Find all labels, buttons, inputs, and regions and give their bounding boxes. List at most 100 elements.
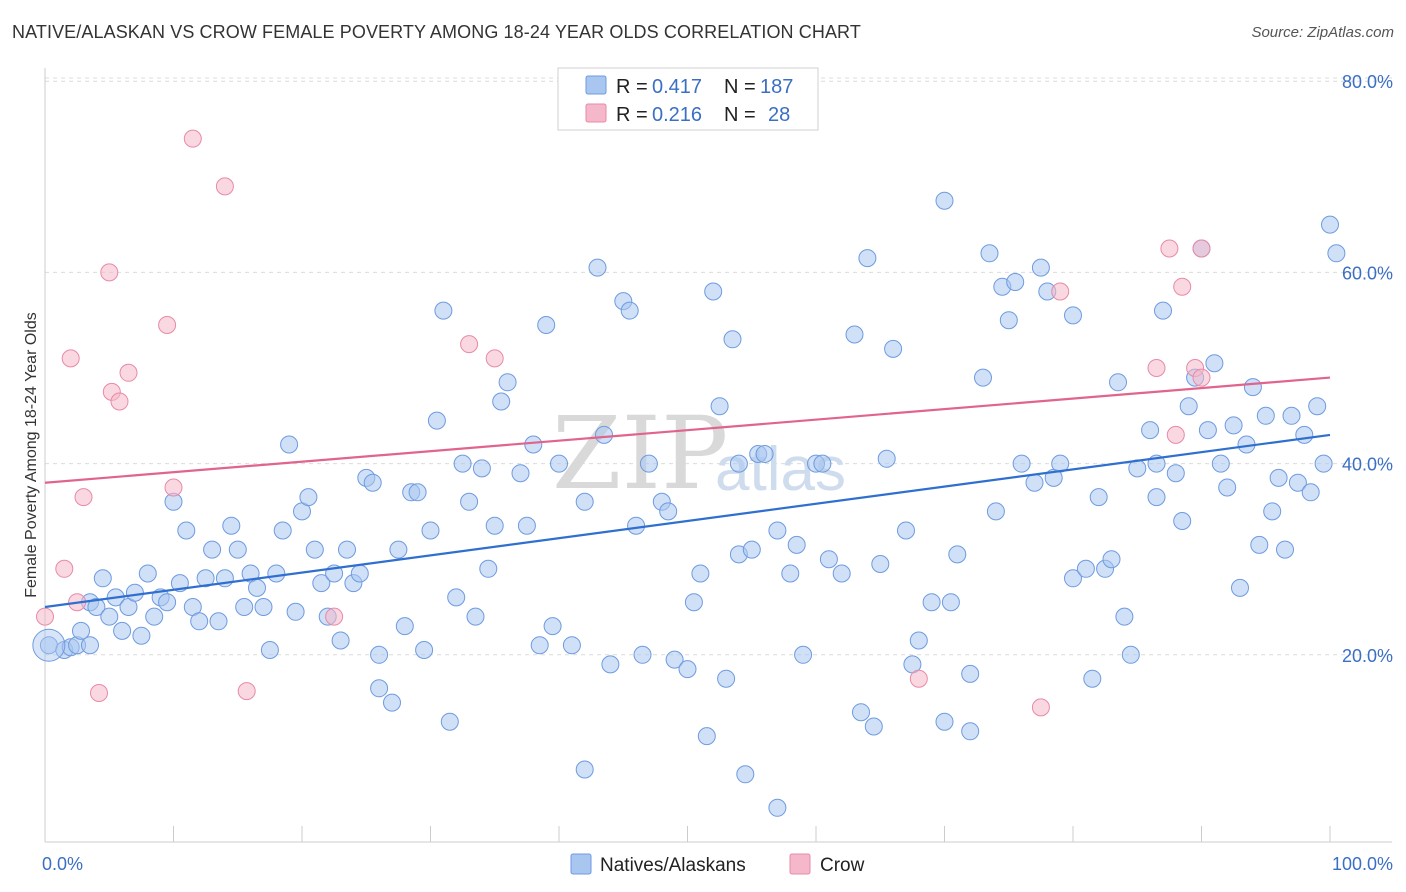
native-point: [864, 717, 883, 736]
native-point: [884, 339, 903, 358]
legend-row-natives: R = 0.417 N = 187: [585, 75, 793, 98]
native-point: [1295, 425, 1314, 444]
native-point: [447, 588, 466, 607]
native-point: [286, 602, 305, 621]
trend-lines: [44, 376, 1331, 609]
crow-point: [164, 478, 183, 497]
native-point: [299, 488, 318, 507]
native-point: [203, 540, 222, 559]
native-point: [1263, 502, 1282, 521]
bottom-legend: Natives/Alaskans Crow: [570, 853, 865, 876]
native-point: [331, 631, 350, 650]
crow-point: [1051, 282, 1070, 301]
native-point: [1250, 535, 1269, 554]
native-point: [1147, 488, 1166, 507]
native-point: [1218, 478, 1237, 497]
native-point: [125, 583, 144, 602]
bottom-legend-swatch-natives: [570, 853, 592, 875]
native-point: [72, 621, 90, 640]
native-point: [909, 631, 928, 650]
native-point: [941, 593, 960, 612]
crow-point: [1160, 239, 1179, 258]
native-point: [1282, 406, 1301, 425]
native-point: [132, 626, 151, 645]
native-point: [678, 660, 697, 679]
native-point: [273, 521, 292, 540]
native-point: [453, 454, 472, 473]
legend-row-crow: R = 0.216 N = 28: [585, 103, 790, 126]
crow-point: [74, 488, 93, 507]
native-point: [1006, 273, 1025, 291]
native-point: [595, 425, 613, 444]
native-point: [530, 636, 549, 655]
native-point: [1308, 397, 1327, 416]
native-point: [691, 564, 710, 583]
native-point: [877, 449, 896, 468]
native-point: [350, 564, 369, 583]
top-legend: R = 0.417 N = 187 R = 0.216 N = 28: [557, 67, 819, 131]
native-point: [138, 564, 157, 583]
native-point: [819, 550, 838, 569]
native-point: [267, 564, 286, 583]
native-point: [755, 445, 774, 463]
native-point: [421, 521, 440, 540]
axes: [44, 68, 1392, 843]
crow-point: [55, 559, 74, 578]
native-point: [524, 435, 543, 454]
native-point: [704, 282, 723, 301]
native-point: [961, 664, 980, 683]
bottom-legend-label-crow: Crow: [820, 855, 865, 876]
native-point: [1288, 473, 1307, 492]
native-point: [196, 569, 215, 588]
native-point: [1102, 550, 1121, 569]
native-point: [974, 368, 992, 387]
native-point: [633, 645, 652, 664]
native-point: [248, 578, 266, 597]
native-point: [363, 473, 382, 492]
native-point: [1012, 454, 1031, 473]
native-point: [723, 330, 742, 349]
crow-point: [100, 263, 119, 282]
native-point: [1064, 569, 1082, 588]
native-point: [627, 516, 646, 535]
native-point: [858, 249, 877, 268]
native-point: [768, 798, 787, 817]
native-point: [1109, 373, 1127, 392]
native-point: [639, 454, 658, 473]
crow-point: [485, 349, 504, 368]
native-point: [1179, 397, 1198, 416]
native-point: [1154, 301, 1172, 320]
native-point: [1231, 578, 1249, 597]
native-point: [852, 703, 870, 722]
native-point: [460, 492, 479, 511]
native-point: [601, 655, 620, 674]
crow-point: [119, 363, 138, 382]
native-point: [1031, 258, 1050, 277]
native-point: [781, 564, 800, 583]
x-tick-label: 100.0%: [1332, 854, 1393, 874]
native-point: [1076, 559, 1095, 578]
native-point: [845, 325, 864, 344]
crow-point: [1166, 425, 1185, 444]
native-point: [684, 593, 703, 612]
native-point: [1166, 464, 1185, 483]
legend-r-label: R =: [616, 104, 648, 126]
y-tick-label: 60.0%: [1342, 263, 1393, 283]
native-point: [479, 559, 498, 578]
legend-n-value: 28: [768, 104, 790, 126]
native-point: [389, 540, 408, 559]
watermark-zip: ZIP: [552, 395, 728, 512]
native-point: [986, 502, 1005, 521]
native-point: [588, 258, 607, 277]
native-point: [1321, 215, 1339, 234]
legend-n-label: N =: [724, 76, 756, 98]
crow-point: [325, 607, 344, 626]
native-point: [254, 598, 273, 616]
native-point: [717, 669, 736, 688]
native-point: [190, 612, 209, 631]
native-point: [472, 459, 491, 478]
native-point: [1314, 454, 1333, 473]
native-point: [1198, 421, 1217, 440]
native-point: [922, 593, 941, 612]
native-point: [408, 483, 427, 502]
